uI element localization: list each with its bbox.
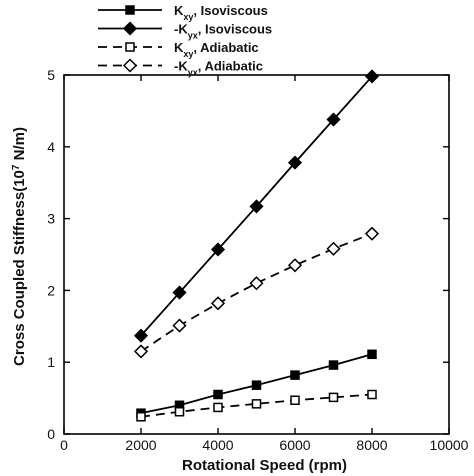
legend-marker (122, 21, 138, 36)
series-3 (133, 226, 380, 359)
data-point (326, 112, 341, 127)
x-tick-label: 2000 (125, 437, 156, 453)
legend-label-subscript: yx (188, 31, 198, 41)
data-point (249, 199, 264, 214)
y-tick-label: 1 (47, 354, 55, 370)
legend-label: Kxy, Adiabatic (174, 40, 259, 59)
legend-label-symbol: -K (174, 59, 188, 74)
y-tick-label: 5 (47, 67, 55, 83)
legend-label-symbol: K (174, 40, 184, 55)
legend-label: Kxy, Isoviscous (174, 3, 268, 22)
legend-label-subscript: xy (183, 12, 193, 22)
legend-label-text: , Adiabatic (193, 40, 258, 55)
series-1 (133, 69, 380, 343)
data-point (290, 395, 300, 406)
legend-label-symbol: -K (174, 22, 188, 37)
y-axis-title-unit: N/m) (11, 127, 28, 165)
y-tick-label: 3 (47, 211, 55, 227)
y-tick-label: 2 (47, 282, 55, 298)
data-point (133, 344, 149, 359)
data-point (328, 360, 339, 370)
legend-label-text: , Isoviscous (198, 22, 272, 37)
x-tick-label: 4000 (202, 437, 233, 453)
legend-label-text: , Adiabatic (198, 59, 263, 74)
legend-marker (125, 5, 135, 15)
legend-label: -Kyx, Isoviscous (174, 22, 272, 41)
x-axis-title: Rotational Speed (rpm) (182, 457, 347, 474)
data-point (326, 241, 341, 256)
legend-label-subscript: xy (183, 49, 193, 59)
data-point (287, 258, 303, 273)
x-tick-label: 6000 (279, 437, 310, 453)
legend-marker (122, 58, 138, 73)
y-axis-title-exponent: 7 (11, 164, 22, 170)
data-point (172, 285, 187, 300)
data-point (210, 296, 226, 311)
data-point (367, 349, 377, 360)
x-tick-label: 0 (60, 437, 68, 453)
data-point (328, 392, 339, 403)
data-point (364, 226, 380, 241)
data-point (213, 389, 223, 400)
x-tick-label: 8000 (356, 437, 387, 453)
x-tick-label: 10000 (430, 437, 469, 453)
legend-marker (125, 42, 135, 52)
y-tick-label: 4 (47, 139, 55, 155)
data-point (174, 406, 185, 417)
data-point (251, 380, 262, 390)
data-point (290, 370, 300, 380)
plot-frame (63, 74, 450, 435)
series-2 (136, 389, 377, 422)
data-point (213, 402, 223, 413)
y-axis-title-main: Cross Coupled Stiffness(10 (11, 170, 28, 366)
legend-label: -Kyx, Adiabatic (174, 59, 263, 78)
y-tick-label: 0 (47, 426, 55, 442)
legend-label-symbol: K (174, 3, 184, 18)
legend-label-subscript: yx (188, 68, 198, 78)
data-point (210, 242, 226, 257)
data-point (367, 389, 377, 400)
data-point (172, 318, 187, 333)
legend-label-text: , Isoviscous (193, 3, 267, 18)
data-point (249, 276, 264, 291)
data-point (364, 69, 380, 84)
data-point (136, 412, 146, 422)
y-axis-title: Cross Coupled Stiffness(107 N/m) (11, 127, 29, 366)
data-point (251, 399, 262, 409)
data-point (287, 155, 303, 170)
data-point (133, 328, 149, 343)
